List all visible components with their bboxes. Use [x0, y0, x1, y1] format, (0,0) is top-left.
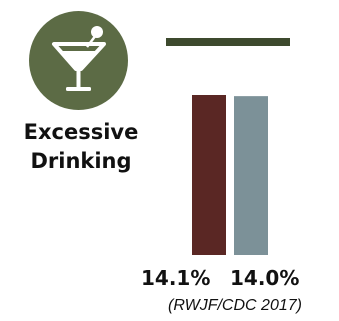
metric-title-line-1: Excessive — [23, 120, 139, 144]
value-label-current: 14.1% — [141, 266, 211, 290]
metric-title: Excessive Drinking — [0, 118, 162, 176]
bar-comparison — [234, 96, 268, 255]
bar-current — [192, 95, 226, 255]
value-label-comparison: 14.0% — [230, 266, 300, 290]
source-citation: (RWJF/CDC 2017) — [168, 297, 302, 314]
cocktail-icon — [29, 11, 128, 110]
header-divider — [166, 38, 290, 46]
metric-title-line-2: Drinking — [30, 149, 132, 173]
